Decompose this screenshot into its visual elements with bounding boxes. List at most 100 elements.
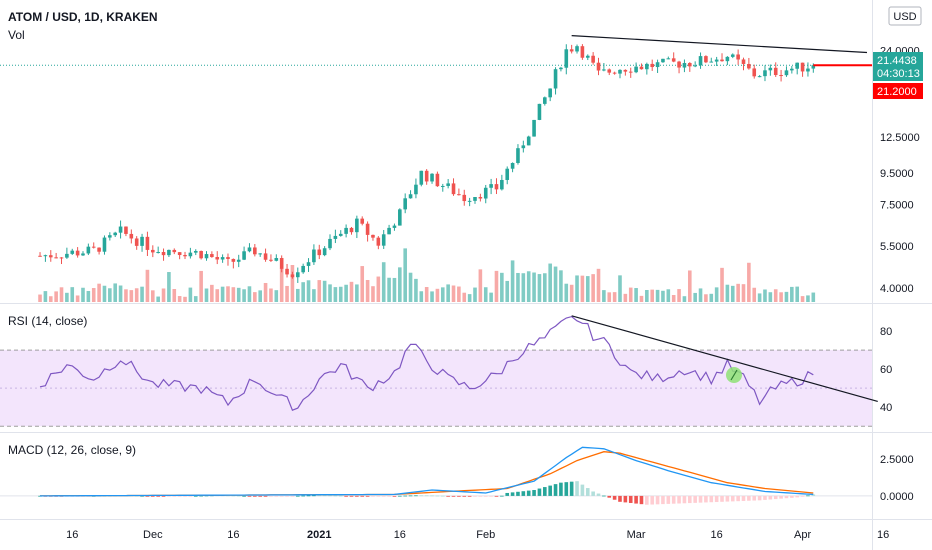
macd-histogram-bar <box>419 495 424 497</box>
breakout-marker <box>726 367 742 383</box>
volume-bar <box>253 292 257 302</box>
volume-bar <box>193 296 198 302</box>
volume-bar <box>344 284 348 302</box>
macd-histogram-bar <box>618 495 622 502</box>
volume-bar <box>236 287 241 302</box>
volume-bar <box>145 269 150 302</box>
candle-body <box>585 55 590 58</box>
candle-body <box>419 170 424 185</box>
last-price-tag: 21.4438 04:30:13 <box>873 52 923 81</box>
time-tick-label: Apr <box>794 529 811 541</box>
volume-bar <box>457 286 461 302</box>
macd-histogram-bar <box>795 495 799 498</box>
candle-body <box>328 238 332 249</box>
macd-histogram-bar <box>516 491 520 496</box>
volume-bar <box>102 285 107 302</box>
macd-histogram-bar <box>741 495 746 501</box>
last-price-value: 21.4438 <box>877 55 917 67</box>
volume-bar <box>693 292 697 302</box>
candle-body <box>38 255 42 257</box>
volume-bar <box>639 295 644 302</box>
volume-bar <box>419 291 424 302</box>
candle-body <box>559 67 563 70</box>
macd-histogram-bar <box>494 495 499 497</box>
macd-histogram-bar <box>628 495 633 503</box>
volume-legend: Vol <box>8 28 25 42</box>
volume-bar <box>398 267 402 302</box>
volume-bar <box>242 289 246 302</box>
macd-histogram-bar <box>612 495 617 500</box>
volume-bar <box>462 292 467 302</box>
candle-body <box>714 59 719 62</box>
volume-bar <box>451 285 456 302</box>
candle-body <box>177 252 182 256</box>
macd-histogram-bar <box>151 495 155 497</box>
candle-body <box>489 184 493 188</box>
candle-body <box>795 62 799 69</box>
volume-bar <box>446 284 450 302</box>
volume-bar <box>124 289 128 302</box>
macd-histogram-bar <box>188 495 193 497</box>
candle-body <box>290 274 295 278</box>
volume-bar <box>607 292 612 302</box>
volume-bar <box>747 262 751 302</box>
candle-body <box>446 183 450 186</box>
time-tick-label: 16 <box>877 529 889 541</box>
volume-bar <box>800 296 805 302</box>
volume-bar <box>430 291 434 302</box>
candle-body <box>505 168 510 180</box>
macd-histogram-bar <box>435 495 440 497</box>
volume-bars <box>38 248 816 302</box>
candle-body <box>355 218 359 233</box>
marker-stroke <box>730 369 738 381</box>
candle-body <box>451 183 456 195</box>
candle-body <box>124 226 128 234</box>
price-tick-label: 7.5000 <box>880 200 914 212</box>
candle-body <box>682 63 687 68</box>
candle-body <box>338 233 343 236</box>
volume-bar <box>333 287 338 302</box>
candle-body <box>575 46 579 52</box>
volume-bar <box>698 288 703 302</box>
volume-bar <box>167 272 171 302</box>
macd-histogram-bar <box>161 495 166 497</box>
candle-body <box>258 253 262 255</box>
candle-body <box>440 185 445 187</box>
macd-histogram-bar <box>398 495 402 497</box>
price-tick-label: 4.0000 <box>880 283 914 295</box>
volume-bar <box>365 280 370 302</box>
price-trendline[interactable] <box>571 35 868 54</box>
volume-bar <box>618 275 622 302</box>
rsi-trendline[interactable] <box>571 315 878 403</box>
candle-body <box>478 196 483 199</box>
macd-axis-ticks: 2.5000 0.0000 <box>880 454 914 503</box>
volume-bar <box>188 287 193 302</box>
candle-body <box>806 68 810 72</box>
macd-histogram-bar <box>183 495 187 497</box>
candle-body <box>537 103 542 120</box>
volume-bar <box>70 287 75 302</box>
volume-bar <box>403 248 407 302</box>
volume-bar <box>559 270 563 302</box>
candle-body <box>392 225 397 228</box>
price-tick-label: 12.5000 <box>880 132 920 144</box>
volume-bar <box>48 296 53 302</box>
volume-bar <box>220 286 225 302</box>
volume-bar <box>634 288 638 302</box>
macd-histogram-bar <box>360 495 365 497</box>
candle-body <box>628 71 633 73</box>
volume-bar <box>494 270 499 302</box>
candle-body <box>596 62 601 71</box>
macd-histogram-bar <box>338 495 343 497</box>
macd-histogram-bar <box>344 495 348 497</box>
volume-bar <box>177 296 182 302</box>
volume-bar <box>655 289 660 302</box>
currency-button[interactable]: USD <box>888 6 922 26</box>
volume-bar <box>661 290 665 302</box>
candle-body <box>483 187 488 199</box>
volume-bar <box>328 284 332 302</box>
candle-body <box>75 250 80 256</box>
rsi-axis-ticks: 80 60 40 <box>880 326 892 414</box>
candle-body <box>129 233 134 239</box>
